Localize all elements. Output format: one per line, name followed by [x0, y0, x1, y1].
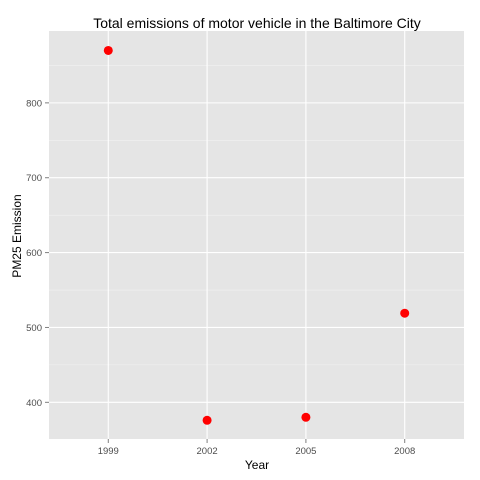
- y-tick-label: 600: [26, 248, 42, 259]
- tick-labels: 400 500 600 700 800 1999 2002 2005 2008: [26, 98, 415, 457]
- x-tick-label: 2008: [394, 446, 415, 457]
- y-tick-label: 500: [26, 323, 42, 334]
- y-tick-label: 700: [26, 173, 42, 184]
- minor-grid: [49, 65, 464, 366]
- y-tick-label: 800: [26, 98, 42, 109]
- x-tick-label: 2005: [295, 446, 316, 457]
- y-axis-title: PM25 Emission: [10, 194, 24, 277]
- axis-ticks: [45, 102, 406, 443]
- major-grid: [49, 31, 464, 439]
- data-point: [103, 45, 113, 55]
- chart-title: Total emissions of motor vehicle in the …: [93, 15, 421, 31]
- data-point: [400, 308, 410, 318]
- plot-panel: [49, 31, 464, 439]
- data-points: [103, 45, 410, 425]
- data-point: [301, 412, 311, 422]
- x-tick-label: 1999: [98, 446, 119, 457]
- x-axis-title: Year: [245, 458, 269, 472]
- y-tick-label: 400: [26, 398, 42, 409]
- data-point: [202, 415, 212, 425]
- x-tick-label: 2002: [197, 446, 218, 457]
